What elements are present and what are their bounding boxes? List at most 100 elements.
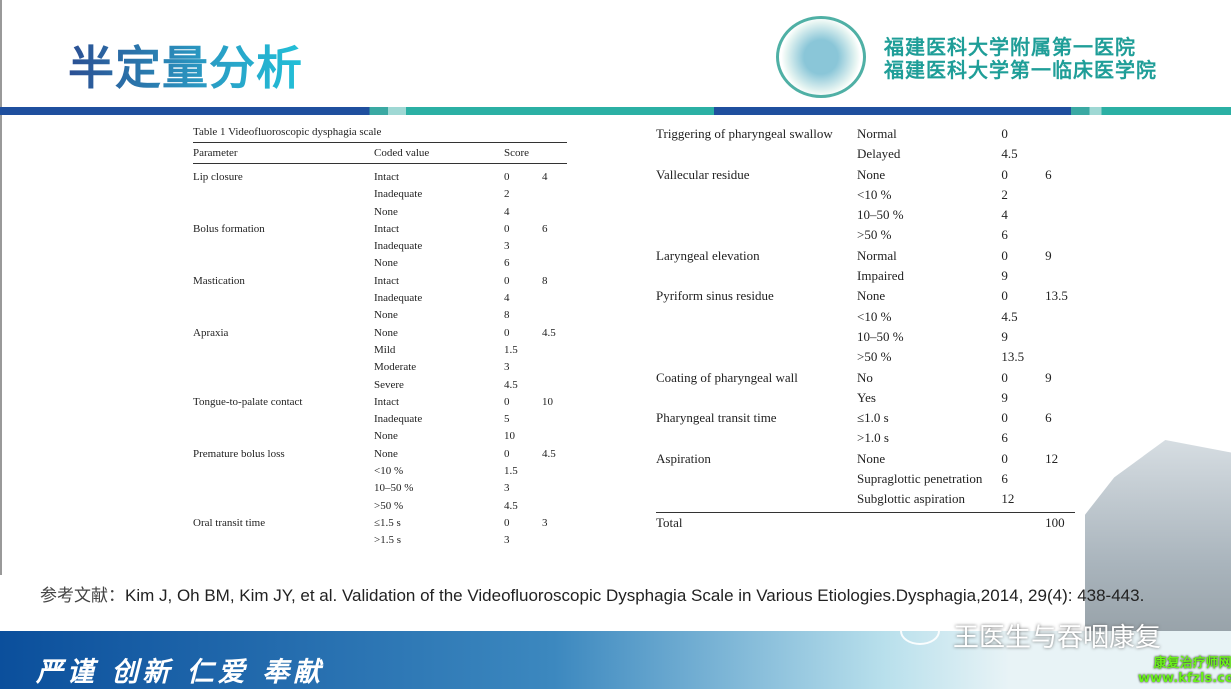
cell-total bbox=[1045, 268, 1075, 284]
cell-parameter bbox=[656, 187, 857, 203]
cell-total bbox=[1045, 309, 1075, 325]
watermark: 王医生与吞咽康复 bbox=[905, 617, 1161, 654]
cell-score: 13.5 bbox=[1001, 349, 1025, 365]
cell-total: 3 bbox=[542, 516, 548, 529]
cell-parameter bbox=[656, 227, 857, 243]
cell-score: 0 bbox=[1001, 126, 1008, 141]
table-row: Triggering of pharyngeal swallow Normal 0 bbox=[656, 126, 1075, 146]
cell-parameter bbox=[656, 329, 857, 345]
cell-total: 10 bbox=[542, 395, 553, 408]
cell-coded-value: 10–50 % bbox=[857, 207, 904, 223]
cell-coded-value: Supraglottic penetration bbox=[857, 471, 983, 487]
cell-parameter: Triggering of pharyngeal swallow bbox=[656, 126, 833, 141]
wechat-icon bbox=[900, 617, 940, 645]
table-row: Supraglottic penetration 6 bbox=[656, 471, 1075, 491]
cell-score: 4.5 bbox=[1001, 308, 1018, 324]
cell-parameter bbox=[656, 390, 857, 406]
cell-coded-value: Inadequate bbox=[374, 413, 423, 426]
cell-parameter bbox=[193, 255, 374, 272]
cell-parameter bbox=[193, 359, 374, 376]
table-row: Delayed 4.5 bbox=[656, 146, 1075, 166]
motto: 严谨 创新 仁爱 奉献 bbox=[36, 657, 325, 688]
table-row: None 10 bbox=[193, 428, 567, 445]
cell-score: 2 bbox=[504, 188, 510, 201]
cell-score: 9 bbox=[1001, 268, 1008, 284]
slide-title: 半定量分析 bbox=[68, 32, 303, 98]
cell-score: 0 bbox=[1001, 166, 1008, 182]
reference-label: 参考文献： bbox=[40, 586, 125, 605]
cell-score: 9 bbox=[1001, 389, 1008, 405]
cell-score: 0 bbox=[1001, 247, 1008, 263]
cell-score: 6 bbox=[1001, 471, 1008, 487]
cell-total bbox=[542, 498, 567, 515]
table-row: Apraxia None 0 4.5 bbox=[193, 325, 567, 342]
cell-parameter bbox=[193, 307, 374, 324]
cell-coded-value: None bbox=[374, 447, 398, 460]
cell-parameter bbox=[193, 428, 374, 445]
cell-coded-value: None bbox=[374, 309, 398, 322]
cell-score: 0 bbox=[504, 447, 510, 460]
cell-total bbox=[542, 428, 567, 445]
cell-total bbox=[542, 532, 567, 549]
cell-score: 0 bbox=[504, 326, 510, 339]
cell-coded-value: Intact bbox=[374, 222, 400, 235]
cell-coded-value: Inadequate bbox=[374, 240, 423, 253]
cell-parameter: Lip closure bbox=[193, 171, 243, 183]
cell-total bbox=[1045, 146, 1075, 162]
table-caption: Table 1 Videofluoroscopic dysphagia scal… bbox=[193, 126, 382, 138]
header-coded-value: Coded value bbox=[374, 147, 430, 159]
site-watermark-name: 康复治疗师网 bbox=[1153, 656, 1231, 671]
cell-coded-value: Intact bbox=[374, 171, 400, 183]
table-row: None 6 bbox=[193, 255, 567, 272]
cell-parameter bbox=[193, 290, 374, 307]
cell-total: 6 bbox=[1045, 410, 1052, 426]
cell-total: 4.5 bbox=[542, 447, 556, 460]
table-row-total: Total 100 bbox=[656, 511, 1075, 535]
cell-coded-value: None bbox=[374, 430, 398, 443]
cell-parameter: Bolus formation bbox=[193, 222, 265, 235]
cell-parameter: Mastication bbox=[193, 274, 245, 287]
table-row: <10 % 1.5 bbox=[193, 463, 567, 480]
cell-coded-value: >50 % bbox=[857, 349, 892, 365]
cell-parameter: Aspiration bbox=[656, 450, 711, 466]
cell-total bbox=[542, 186, 567, 203]
cell-score: 0 bbox=[1001, 288, 1008, 304]
table-row: Subglottic aspiration 12 bbox=[656, 491, 1075, 511]
table-row: Premature bolus loss None 0 4.5 bbox=[193, 446, 567, 463]
cell-coded-value: None bbox=[374, 257, 398, 270]
cell-total bbox=[542, 290, 567, 307]
cell-total: 4 bbox=[542, 171, 548, 183]
cell-coded-value: Normal bbox=[857, 247, 897, 263]
cell-coded-value: None bbox=[857, 288, 886, 304]
site-watermark: 康复治疗师网 www.kfzls.com bbox=[1138, 656, 1231, 686]
cell-parameter bbox=[656, 146, 857, 162]
cell-score: 0 bbox=[504, 274, 510, 287]
table-row: None 4 bbox=[193, 204, 567, 221]
cell-parameter bbox=[656, 349, 857, 365]
cell-score: 8 bbox=[504, 309, 510, 322]
cell-coded-value: 10–50 % bbox=[374, 482, 414, 495]
cell-total: 4.5 bbox=[542, 326, 556, 339]
cell-parameter bbox=[193, 377, 374, 394]
watermark-text: 王医生与吞咽康复 bbox=[953, 623, 1162, 653]
cell-total: 9 bbox=[1045, 369, 1052, 385]
cell-parameter: Pharyngeal transit time bbox=[656, 410, 777, 426]
cell-parameter bbox=[193, 342, 374, 359]
slide-edge bbox=[0, 0, 2, 575]
cell-coded-value: Mild bbox=[374, 343, 396, 356]
table-row: >50 % 6 bbox=[656, 227, 1075, 247]
cell-score: 5 bbox=[504, 413, 510, 426]
cell-parameter bbox=[193, 498, 374, 515]
cell-score: 4.5 bbox=[504, 378, 518, 391]
hospital-logo bbox=[776, 16, 866, 98]
cell-coded-value: Inadequate bbox=[374, 292, 423, 305]
table-row: Inadequate 2 bbox=[193, 186, 567, 203]
table-row: Bolus formation Intact 0 6 bbox=[193, 221, 567, 238]
cell-total: 13.5 bbox=[1045, 288, 1068, 304]
cell-total: 9 bbox=[1045, 247, 1052, 263]
cell-total bbox=[542, 204, 567, 221]
cell-total bbox=[542, 255, 567, 272]
table-row: None 8 bbox=[193, 307, 567, 324]
cell-parameter bbox=[193, 411, 374, 428]
site-watermark-url: www.kfzls.com bbox=[1138, 671, 1231, 686]
